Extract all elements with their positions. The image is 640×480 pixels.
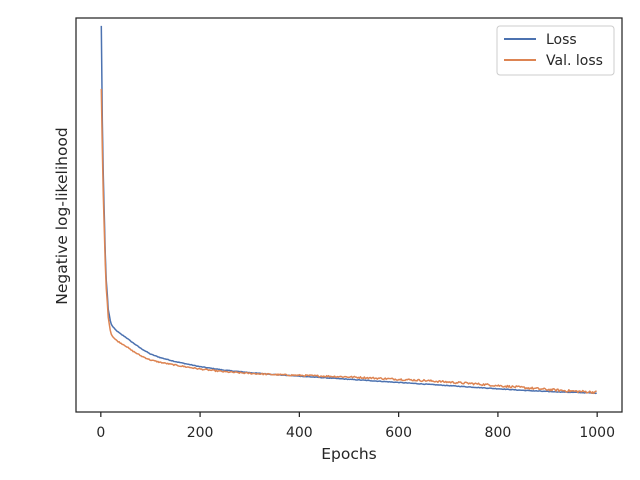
legend: Loss Val. loss	[496, 25, 615, 76]
x-tick-label: 1000	[579, 425, 615, 441]
legend-label-loss: Loss	[546, 32, 577, 48]
x-tick-label: 600	[385, 425, 412, 441]
x-tick-label: 0	[96, 425, 105, 441]
y-axis-label: Negative log-likelihood	[53, 127, 71, 305]
series-line-val-loss	[100, 88, 597, 395]
plot-area	[100, 25, 597, 395]
x-tick-label: 800	[485, 425, 512, 441]
legend-label-val-loss: Val. loss	[546, 53, 603, 69]
series-line-loss	[100, 25, 597, 395]
x-tick-label: 400	[286, 425, 313, 441]
x-tick-label: 200	[187, 425, 214, 441]
axes-frame	[75, 17, 623, 413]
x-axis: 0 200 400 600 800 1000	[96, 412, 615, 441]
x-axis-label: Epochs	[321, 445, 377, 463]
